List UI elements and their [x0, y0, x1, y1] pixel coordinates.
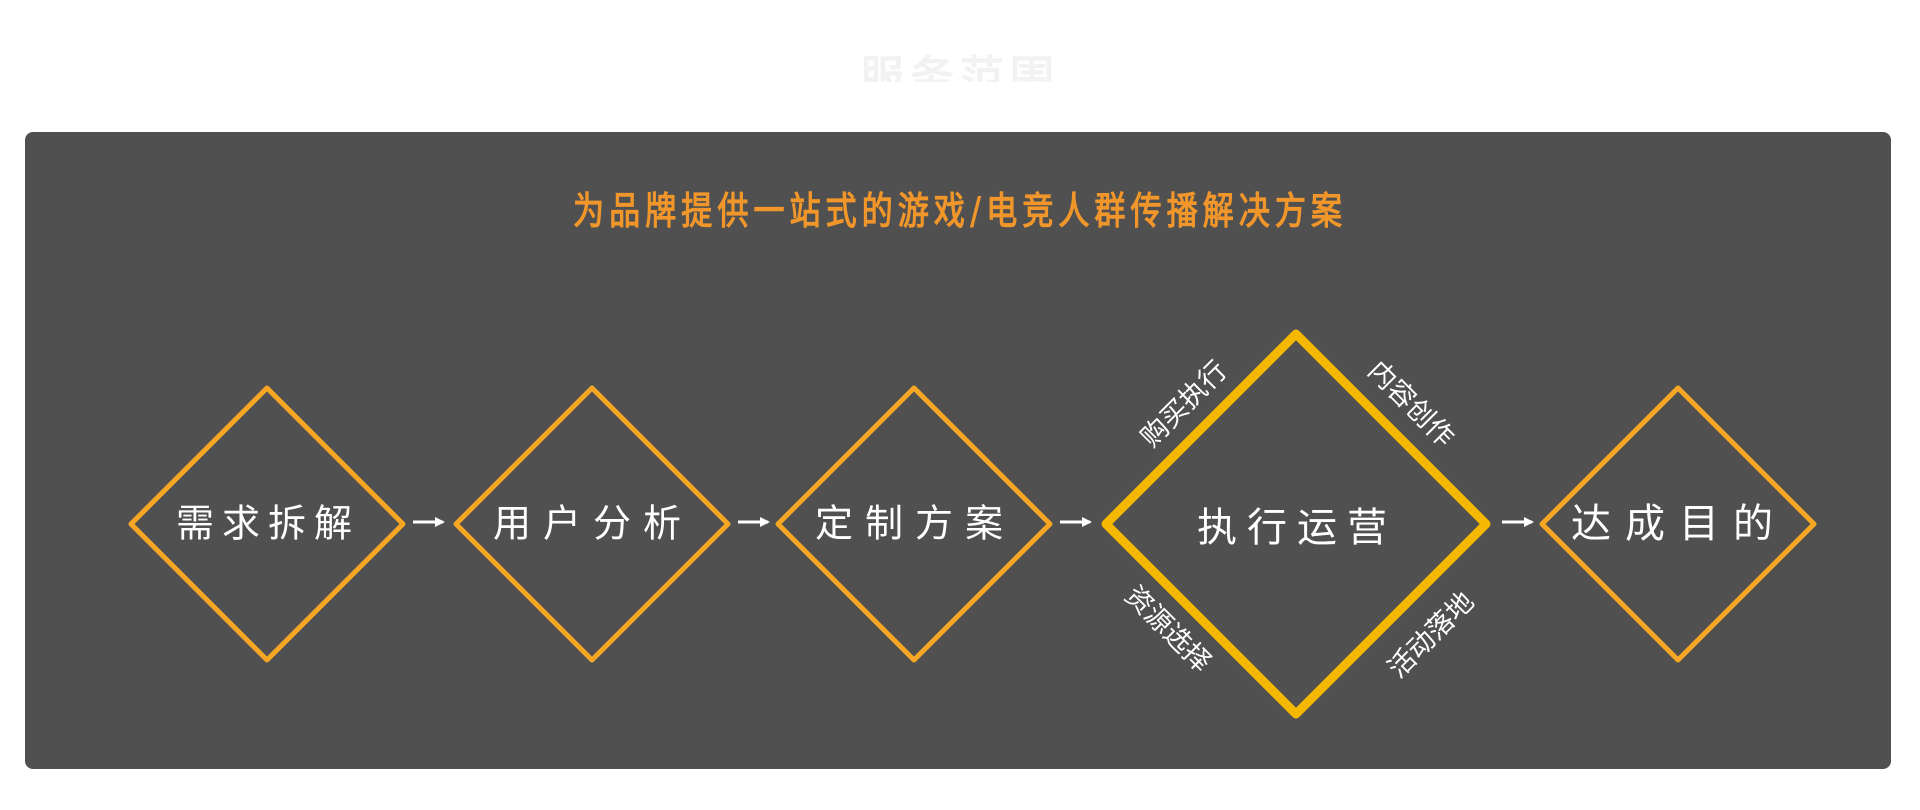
- step-diamond-highlight: [1101, 329, 1491, 719]
- step-diamond: [453, 385, 731, 663]
- step-user-analysis: 用户分析: [453, 385, 731, 663]
- facet-label-bottom-right: 活动落地: [1382, 586, 1480, 684]
- step-diamond: [128, 385, 406, 663]
- facet-label-top-right: 内容创作: [1362, 355, 1460, 453]
- step-goal-achieved: 达成目的: [1539, 385, 1817, 663]
- service-panel: [25, 132, 1891, 769]
- step-label: 定制方案: [815, 502, 1015, 546]
- step-label: 需求拆解: [176, 502, 360, 546]
- facet-label-top-left: 购买执行: [1135, 355, 1233, 453]
- facet-label-bottom-left: 资源选择: [1119, 580, 1217, 678]
- step-diamond: [1539, 385, 1817, 663]
- panel-title: 为品牌提供一站式的游戏/电竞人群传播解决方案: [572, 189, 1347, 233]
- step-execution-operation: 执行运营 购买执行 内容创作 资源选择 活动落地: [1101, 329, 1491, 719]
- step-label: 达成目的: [1571, 501, 1787, 547]
- step-custom-plan: 定制方案: [775, 385, 1053, 663]
- step-label: 执行运营: [1197, 505, 1397, 551]
- step-diamond: [775, 385, 1053, 663]
- step-label: 用户分析: [493, 502, 693, 546]
- step-demand-breakdown: 需求拆解: [128, 385, 406, 663]
- section-heading: 服务范围: [860, 52, 1060, 82]
